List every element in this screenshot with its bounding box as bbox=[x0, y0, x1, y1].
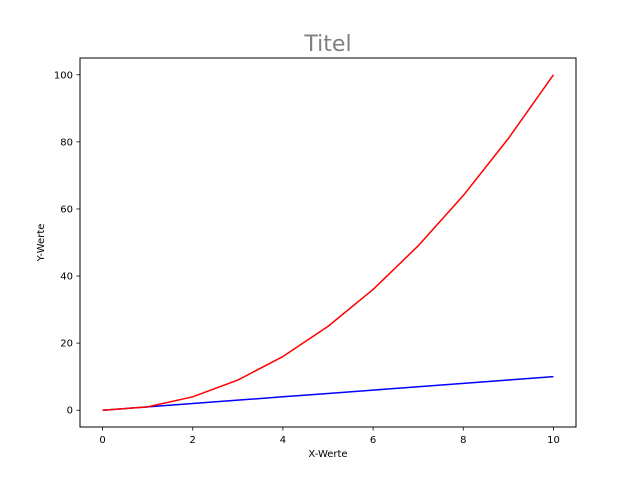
y-tick-label: 20 bbox=[60, 339, 73, 350]
y-axis: 0 20 40 60 80 100 bbox=[54, 70, 80, 417]
x-tick-label: 0 bbox=[99, 435, 105, 446]
x-tick-label: 6 bbox=[370, 435, 376, 446]
y-tick-label: 100 bbox=[54, 70, 73, 81]
y-tick-label: 0 bbox=[67, 406, 73, 417]
series-line-2 bbox=[102, 74, 555, 411]
chart-title: Titel bbox=[303, 32, 351, 57]
x-tick-label: 4 bbox=[280, 435, 286, 446]
x-axis-label: X-Werte bbox=[308, 449, 347, 460]
y-tick-label: 40 bbox=[60, 272, 73, 283]
x-tick-label: 10 bbox=[547, 435, 560, 446]
y-tick-label: 60 bbox=[60, 204, 73, 215]
x-axis: 0 2 4 6 8 10 bbox=[99, 427, 560, 446]
x-tick-label: 2 bbox=[190, 435, 196, 446]
series-line-1 bbox=[102, 375, 554, 411]
plot-area bbox=[102, 74, 555, 411]
plot-frame bbox=[79, 57, 577, 428]
y-tick-label: 80 bbox=[60, 137, 73, 148]
x-tick-label: 8 bbox=[460, 435, 466, 446]
y-axis-label: Y-Werte bbox=[36, 224, 47, 263]
